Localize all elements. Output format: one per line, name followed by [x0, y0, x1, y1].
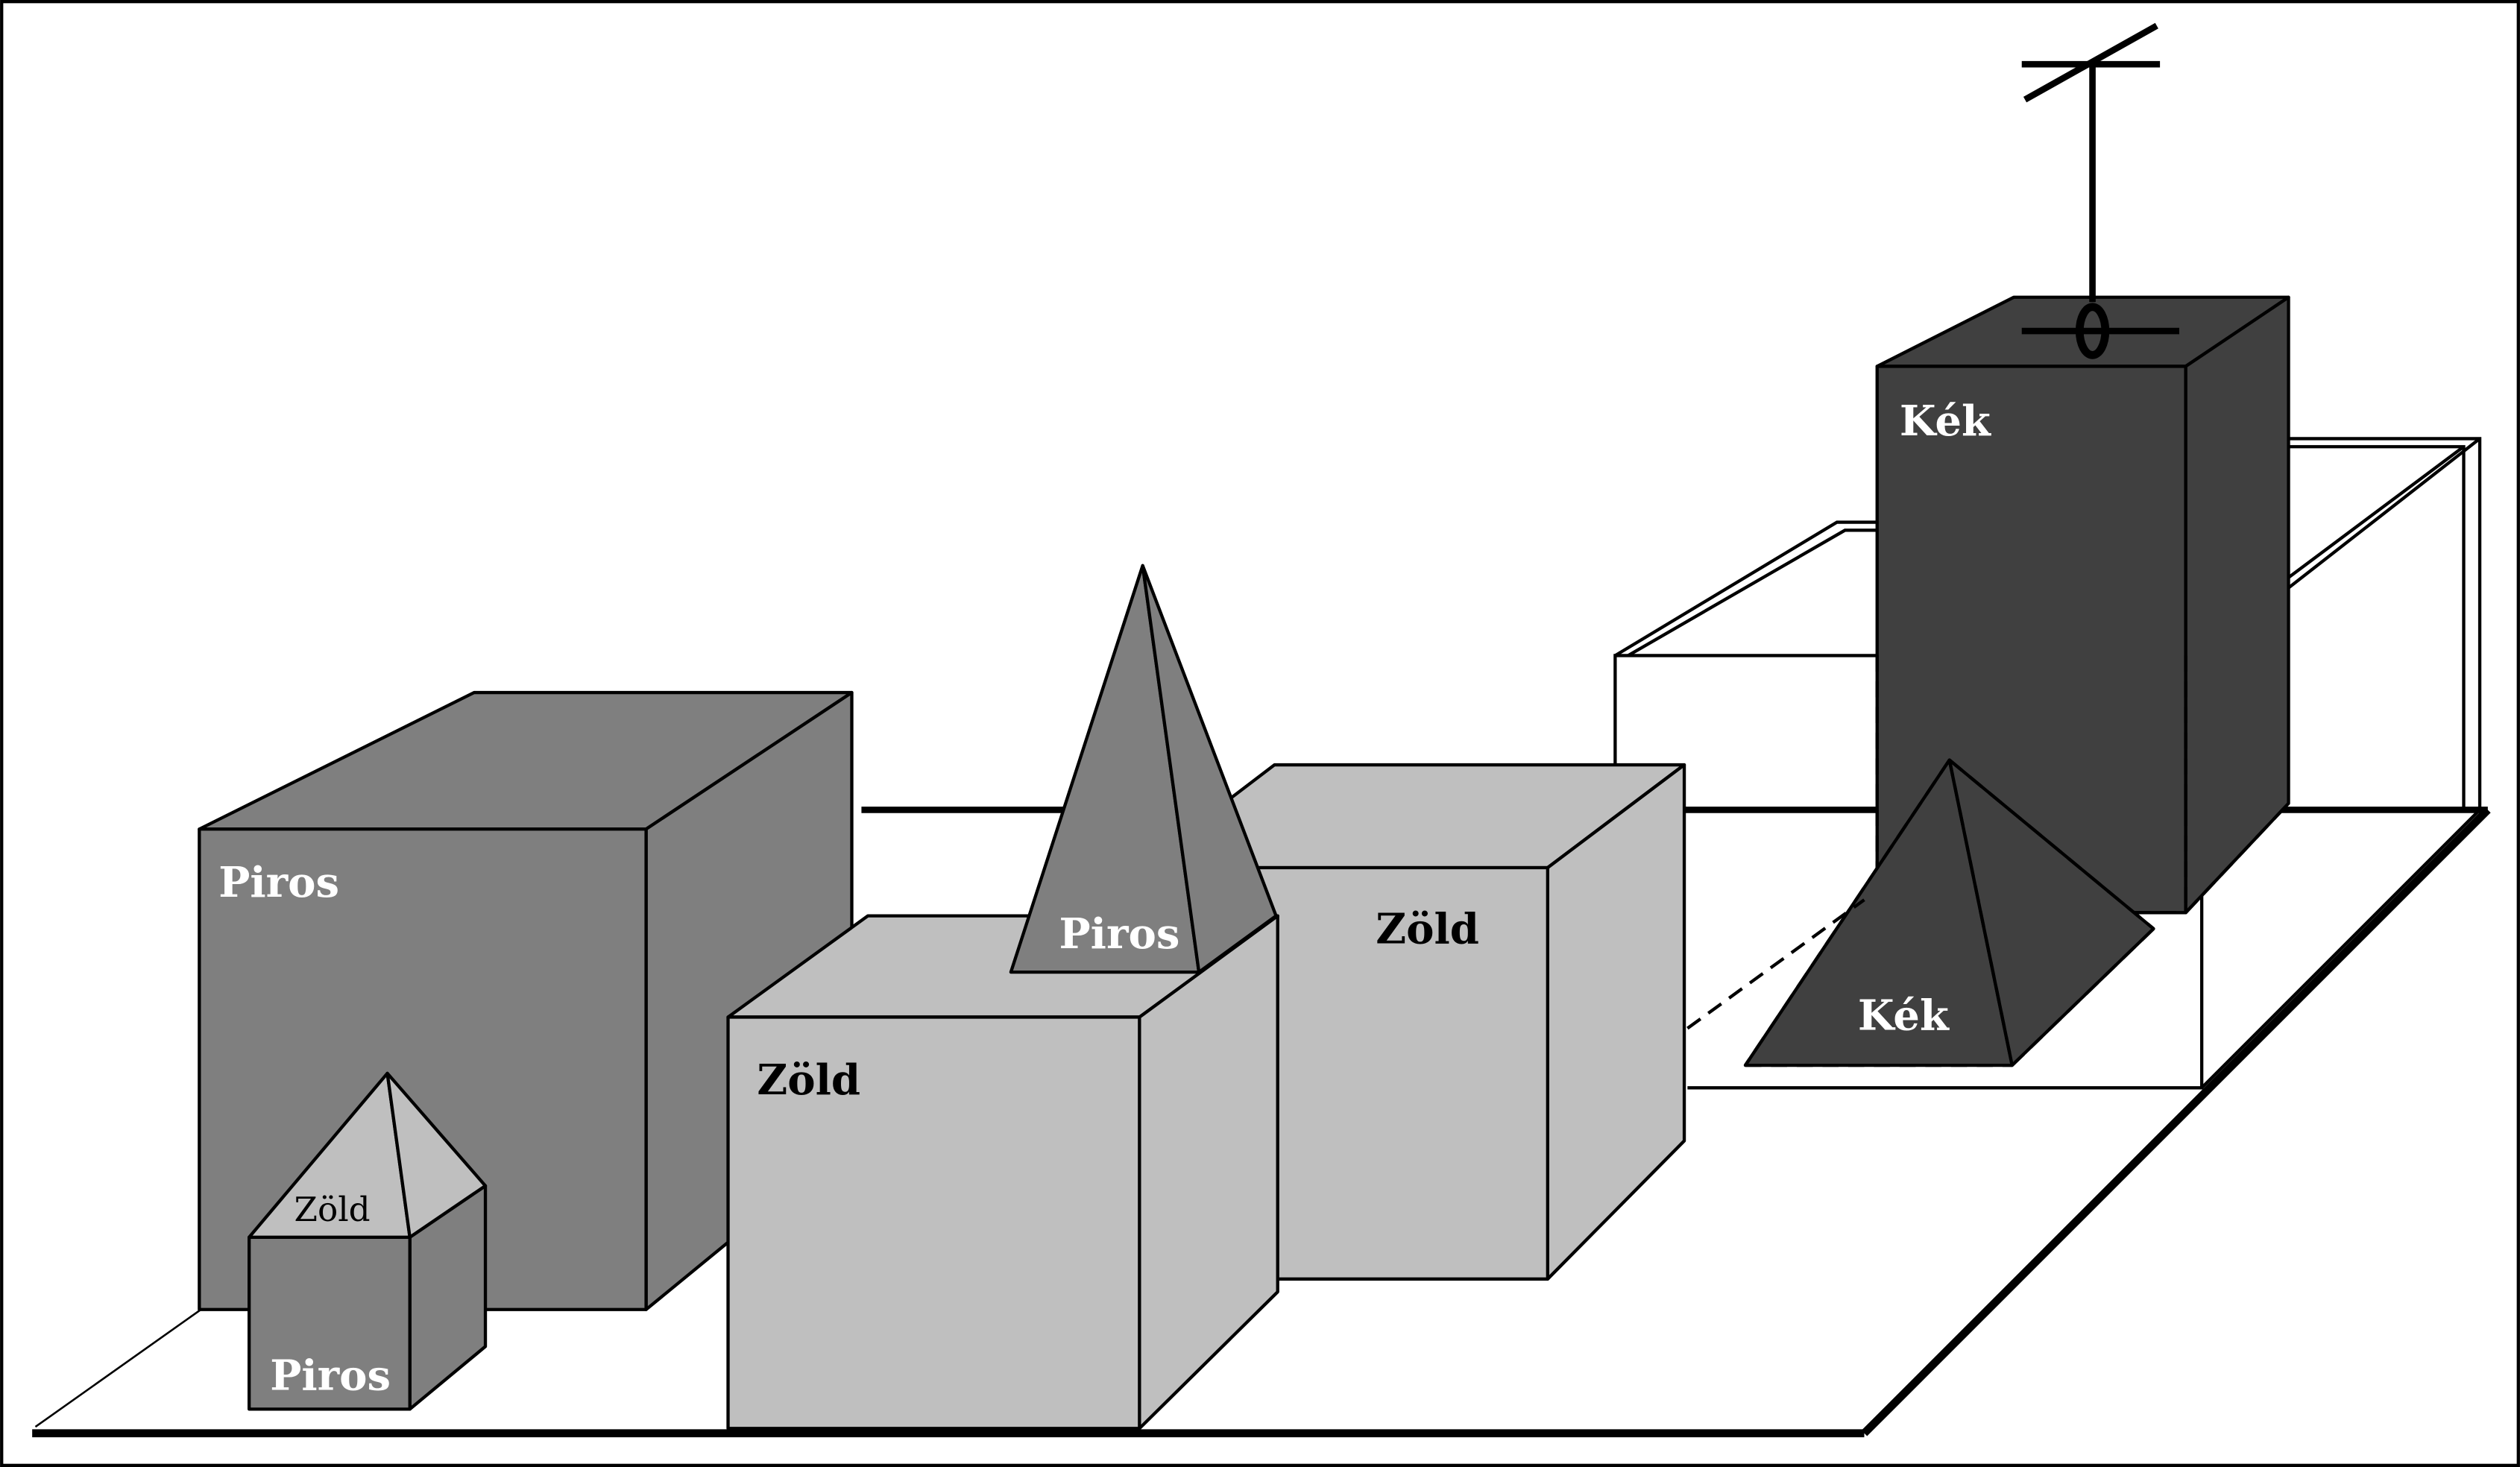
label-blue-pyramid: Kék	[1858, 991, 1950, 1041]
blue-pyramid	[1686, 758, 2155, 1067]
label-red-box-small: Piros	[270, 1351, 391, 1401]
label-green-box-back: Zöld	[1376, 904, 1479, 953]
blue-box-side	[2184, 295, 2290, 915]
label-blue-box: Kék	[1900, 397, 1991, 446]
red-pyramid	[1009, 564, 1278, 974]
green-box-front-front	[726, 1015, 1141, 1430]
label-green-box-front: Zöld	[757, 1056, 860, 1105]
green-pyramid-small	[248, 1071, 488, 1239]
label-red-box-big: Piros	[218, 858, 339, 907]
gripper	[2021, 22, 2179, 359]
green-box-front	[726, 914, 1279, 1430]
green-pyramid-small-side	[385, 1071, 488, 1239]
label-green-pyramid-small: Zöld	[294, 1190, 371, 1229]
red-box-small-front	[248, 1235, 412, 1411]
label-red-pyramid: Piros	[1059, 909, 1180, 959]
red-pyramid-side	[1141, 564, 1278, 974]
red-box-small	[248, 1184, 488, 1411]
